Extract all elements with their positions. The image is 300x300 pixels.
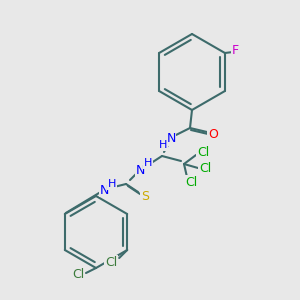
Text: Cl: Cl <box>105 256 117 268</box>
Text: Cl: Cl <box>185 176 197 188</box>
Text: H: H <box>144 158 152 168</box>
Text: Cl: Cl <box>72 268 84 281</box>
Text: H: H <box>108 179 116 189</box>
Text: N: N <box>99 184 109 196</box>
Text: O: O <box>208 128 218 142</box>
Text: N: N <box>135 164 145 176</box>
Text: S: S <box>141 190 149 202</box>
Text: Cl: Cl <box>197 146 209 160</box>
Text: N: N <box>166 133 176 146</box>
Text: Cl: Cl <box>199 163 211 176</box>
Text: F: F <box>231 44 239 58</box>
Text: H: H <box>159 140 167 150</box>
